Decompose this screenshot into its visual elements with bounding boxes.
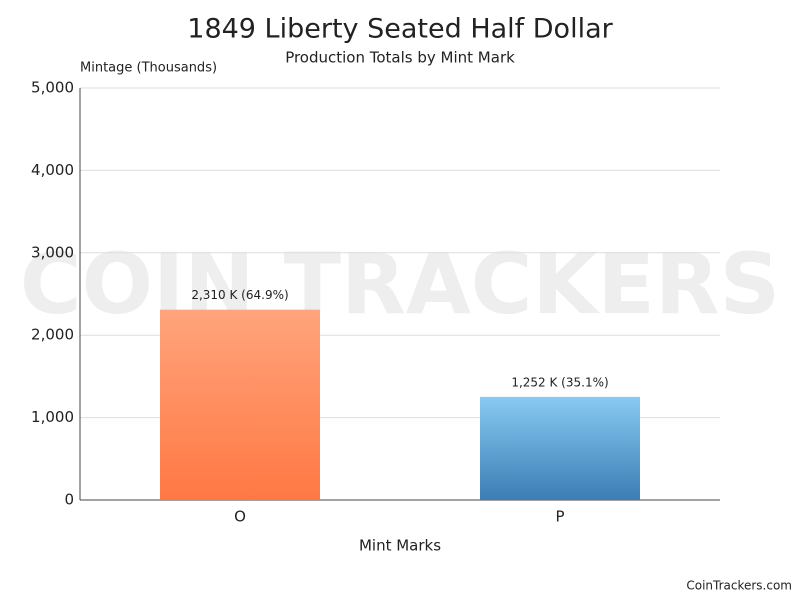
y-tick-label: 4,000 bbox=[31, 161, 74, 179]
y-axis-label: Mintage (Thousands) bbox=[80, 61, 217, 76]
y-tick-label: 0 bbox=[64, 491, 74, 509]
credit: CoinTrackers.com bbox=[686, 579, 792, 593]
data-label: 2,310 K (64.9%) bbox=[191, 288, 288, 302]
x-axis-label: Mint Marks bbox=[359, 537, 441, 555]
y-tick-label: 2,000 bbox=[31, 326, 74, 344]
y-tick-label: 5,000 bbox=[31, 79, 74, 97]
watermark: COIN TRACKERS bbox=[20, 235, 780, 333]
data-label: 1,252 K (35.1%) bbox=[511, 375, 608, 389]
bar bbox=[480, 396, 640, 500]
y-tick-label: 1,000 bbox=[31, 408, 74, 426]
chart-subtitle: Production Totals by Mint Mark bbox=[285, 49, 515, 67]
x-tick-label: O bbox=[234, 508, 246, 526]
bar bbox=[160, 309, 320, 500]
y-tick-label: 3,000 bbox=[31, 243, 74, 261]
chart-title: 1849 Liberty Seated Half Dollar bbox=[187, 14, 613, 45]
x-tick-label: P bbox=[555, 508, 564, 526]
